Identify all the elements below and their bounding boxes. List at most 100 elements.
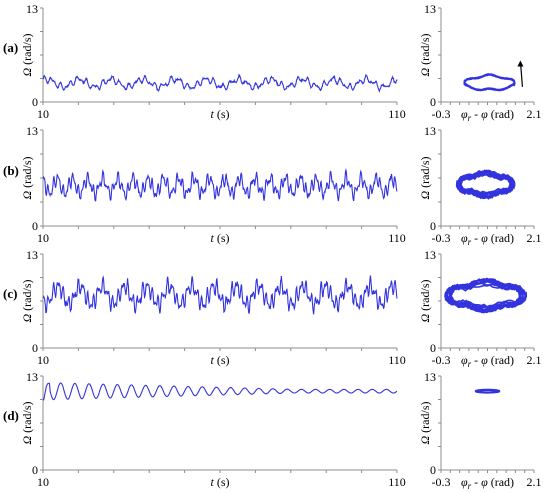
panel-a-pp-y-tick-label-bottom: 0 bbox=[430, 95, 436, 109]
panel-d-ts-x-axis-label-symbol: t bbox=[210, 475, 214, 489]
panel-c-pp-x-tick-label-left: -0.3 bbox=[432, 353, 451, 367]
panel-c-pp-x-axis-label-phi: φ bbox=[478, 353, 488, 367]
panel-a-pp-x-axis-label-phi: φ bbox=[478, 107, 488, 121]
panel-a-pp-x-tick-label-left: -0.3 bbox=[432, 107, 451, 121]
panel-b-pp-y-tick-label-bottom: 0 bbox=[430, 219, 436, 233]
panel-d-pp-x-tick-label-right: 2.1 bbox=[527, 475, 542, 489]
panel-c-pp-x-axis-label-unit: (rad) bbox=[488, 353, 514, 367]
panel-d-ts-x-axis-label: t (s) bbox=[210, 475, 229, 489]
panel-c-pp-y-axis-label-unit: (rad/s) bbox=[418, 279, 432, 313]
panel-c-pp-y-tick-label-top: 13 bbox=[424, 248, 436, 262]
panel-c-ts-y-tick-label-bottom: 0 bbox=[32, 341, 38, 355]
panel-d-ts-line bbox=[43, 382, 398, 401]
panel-b-pp-x-tick-label-right: 2.1 bbox=[527, 231, 542, 245]
panel-d-ts-x-tick-label-right: 110 bbox=[388, 475, 406, 489]
panel-b-ts-x-axis-label-symbol: t bbox=[210, 231, 214, 245]
panel-a-ts-x-axis-label-symbol: t bbox=[210, 107, 214, 121]
panel-a-pp-x-axis-label: φr - φ (rad) bbox=[461, 107, 514, 123]
panel-d-ts-y-axis-label: Ω (rad/s) bbox=[20, 401, 34, 444]
panel-b-ts-x-axis-label-unit: (s) bbox=[214, 231, 230, 245]
panel-d-pp-x-tick-label-left: -0.3 bbox=[432, 475, 451, 489]
panel-b-pp-x-axis-label: φr - φ (rad) bbox=[461, 231, 514, 247]
panel-a-pp-orbit bbox=[463, 73, 516, 92]
panel-a-label: (a) bbox=[3, 40, 18, 55]
panel-a-pp-arrow-head bbox=[517, 60, 524, 67]
panel-c-ts-x-tick-label-right: 110 bbox=[388, 353, 406, 367]
panel-d-pp-y-axis-label-unit: (rad/s) bbox=[418, 401, 432, 435]
panel-d-pp-x-axis-label-unit: (rad) bbox=[488, 475, 514, 489]
panel-c-ts-x-axis-label-unit: (s) bbox=[214, 353, 230, 367]
panel-d-label: (d) bbox=[3, 408, 19, 423]
panel-c-pp-y-axis-label: Ω (rad/s) bbox=[418, 279, 432, 322]
panel-d-pp-x-axis-label-rest: - bbox=[471, 475, 478, 489]
panel-b-pp-x-tick-label-left: -0.3 bbox=[432, 231, 451, 245]
panel-a-pp-y-tick-label-top: 13 bbox=[424, 2, 436, 16]
panel-a-ts-line bbox=[42, 73, 398, 93]
panel-b-ts-y-tick-label-bottom: 0 bbox=[32, 219, 38, 233]
panel-b-ts-x-tick-label-right: 110 bbox=[388, 231, 406, 245]
panel-d-pp-x-axis-label-symbol: φ bbox=[461, 475, 468, 489]
panel-d-ts-y-axis-label-unit: (rad/s) bbox=[20, 401, 34, 435]
panel-c-ts-x-tick-label-left: 10 bbox=[37, 353, 49, 367]
panel-b-ts-y-axis-label-unit: (rad/s) bbox=[20, 156, 34, 190]
panel-a-ts-y-tick-label-top: 13 bbox=[26, 2, 38, 16]
panel-c-ts-y-axis-label-unit: (rad/s) bbox=[20, 279, 34, 313]
panel-a-pp-y-axis-label: Ω (rad/s) bbox=[418, 33, 432, 76]
panel-b-pp-orbit bbox=[455, 169, 516, 200]
panel-c-ts-line bbox=[42, 275, 398, 315]
panel-d-ts-x-tick-label-left: 10 bbox=[37, 475, 49, 489]
panel-b-ts-y-tick-label-top: 13 bbox=[26, 124, 38, 138]
panel-c-pp-x-axis-label: φr - φ (rad) bbox=[461, 353, 514, 369]
panel-d-pp-x-axis-label-subscript: r bbox=[468, 481, 472, 491]
panel-c-ts-y-axis-label: Ω (rad/s) bbox=[20, 279, 34, 322]
panel-c-ts-x-axis-label: t (s) bbox=[210, 353, 229, 367]
panel-a-ts-x-axis-label-unit: (s) bbox=[214, 107, 230, 121]
panel-a-pp-y-axis-label-unit: (rad/s) bbox=[418, 33, 432, 67]
panel-b-pp-y-axis-label: Ω (rad/s) bbox=[418, 156, 432, 199]
panel-b-pp-x-axis-label-unit: (rad) bbox=[488, 231, 514, 245]
panel-b-ts-x-tick-label-left: 10 bbox=[37, 231, 49, 245]
panel-b-pp-x-axis-label-subscript: r bbox=[468, 237, 472, 247]
panel-a-pp-x-axis-label-unit: (rad) bbox=[488, 107, 514, 121]
panel-d-pp-x-axis-label: φr - φ (rad) bbox=[461, 475, 514, 491]
panel-b-pp-y-tick-label-top: 13 bbox=[424, 124, 436, 138]
panel-c-pp-x-tick-label-right: 2.1 bbox=[527, 353, 542, 367]
panel-b-ts-line bbox=[42, 168, 398, 202]
panel-d-pp-y-tick-label-top: 13 bbox=[424, 370, 436, 384]
panel-d-pp-y-tick-label-bottom: 0 bbox=[430, 463, 436, 477]
panel-a-pp-x-axis-label-symbol: φ bbox=[461, 107, 468, 121]
panel-b-pp-y-axis-label-unit: (rad/s) bbox=[418, 156, 432, 190]
panel-a-ts-x-tick-label-right: 110 bbox=[388, 107, 406, 121]
panel-c-ts-x-axis-label-symbol: t bbox=[210, 353, 214, 367]
panel-d-pp-y-axis-label: Ω (rad/s) bbox=[418, 401, 432, 444]
panel-b-label: (b) bbox=[3, 163, 19, 178]
panel-a-pp-x-axis-label-subscript: r bbox=[468, 113, 472, 123]
panel-a-ts-y-tick-label-bottom: 0 bbox=[32, 95, 38, 109]
panel-c-pp-x-axis-label-subscript: r bbox=[468, 359, 472, 369]
panel-b-ts-y-axis-label: Ω (rad/s) bbox=[20, 156, 34, 199]
panel-d-ts-y-tick-label-bottom: 0 bbox=[32, 463, 38, 477]
panel-d-ts-y-tick-label-top: 13 bbox=[26, 370, 38, 384]
panel-c-pp-orbit bbox=[444, 277, 527, 314]
panel-a-ts-y-axis-label: Ω (rad/s) bbox=[20, 33, 34, 76]
panel-a-ts-x-axis-label: t (s) bbox=[210, 107, 229, 121]
panel-a-pp-x-axis-label-rest: - bbox=[471, 107, 478, 121]
panel-b-pp-x-axis-label-rest: - bbox=[471, 231, 478, 245]
panel-c-pp-x-axis-label-rest: - bbox=[471, 353, 478, 367]
panel-d-pp-x-axis-label-phi: φ bbox=[478, 475, 488, 489]
panel-b-ts-x-axis-label: t (s) bbox=[210, 231, 229, 245]
panel-d-pp-orbit bbox=[474, 388, 501, 394]
panel-c-pp-y-tick-label-bottom: 0 bbox=[430, 341, 436, 355]
panel-c-pp-x-axis-label-symbol: φ bbox=[461, 353, 468, 367]
panel-c-label: (c) bbox=[3, 286, 17, 301]
panel-a-ts-x-tick-label-left: 10 bbox=[37, 107, 49, 121]
panel-a-pp-x-tick-label-right: 2.1 bbox=[527, 107, 542, 121]
panel-c-ts-y-tick-label-top: 13 bbox=[26, 248, 38, 262]
panel-b-pp-x-axis-label-phi: φ bbox=[478, 231, 488, 245]
panel-d-ts-x-axis-label-unit: (s) bbox=[214, 475, 230, 489]
panel-a-ts-y-axis-label-unit: (rad/s) bbox=[20, 33, 34, 67]
